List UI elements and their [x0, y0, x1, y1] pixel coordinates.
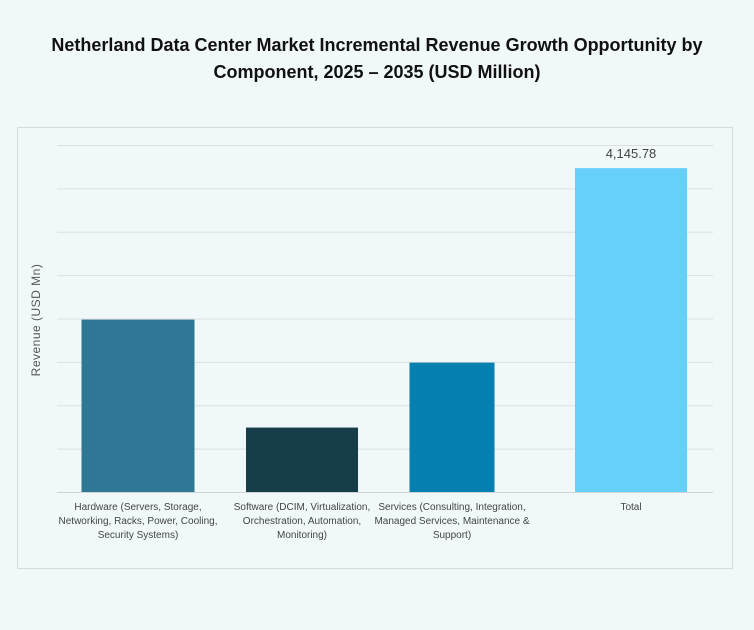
x-tick-label: Hardware (Servers, Storage, Networking, … [58, 502, 218, 541]
x-tick-label: Software (DCIM, Virtualization, Orchestr… [233, 502, 371, 541]
x-tick-label: Services (Consulting, Integration, Manag… [374, 502, 530, 541]
chart-title: Netherland Data Center Market Incrementa… [51, 35, 703, 82]
data-label: 4,145.78 [606, 146, 657, 161]
bar [409, 362, 495, 493]
bar [575, 168, 687, 493]
x-tick-label: Total [620, 502, 642, 513]
bar [246, 427, 358, 493]
bar [81, 319, 195, 493]
